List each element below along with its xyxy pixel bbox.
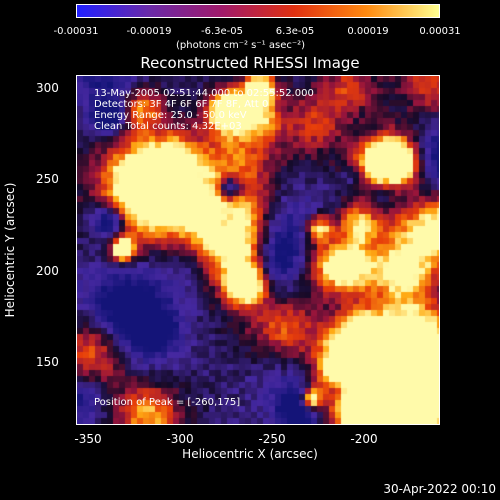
y-tick: 200 (36, 264, 59, 278)
energy-range: Energy Range: 25.0 - 50.0 keV (94, 110, 247, 121)
x-tick: -250 (258, 432, 286, 446)
colorbar (76, 4, 440, 18)
colorbar-tick: -6.3e-05 (201, 26, 243, 37)
plot-date: 30-Apr-2022 00:10 (383, 482, 496, 496)
y-axis-label: Heliocentric Y (arcsec) (3, 182, 17, 318)
x-tick: -300 (166, 432, 194, 446)
clean-counts: Clean Total counts: 4.32E+03 (94, 121, 242, 132)
colorbar-tick: 0.00019 (347, 26, 389, 37)
colorbar-units: (photons cm⁻² s⁻¹ asec⁻²) (176, 40, 306, 51)
colorbar-tick: 0.00031 (419, 26, 461, 37)
colorbar-tick: -0.00031 (53, 26, 99, 37)
peak-position: Position of Peak = [-260,175] (94, 397, 241, 408)
observation-info: 13-May-2005 02:51:44.000 to 02:55:52.000… (94, 88, 314, 132)
y-tick: 300 (36, 81, 59, 95)
colorbar-tick: 6.3e-05 (275, 26, 315, 37)
detectors: Detectors: 3F 4F 6F 6F 7F 8F, Att 0 (94, 99, 269, 110)
x-tick: -350 (74, 432, 102, 446)
image-title: Reconstructed RHESSI Image (140, 54, 360, 72)
x-tick: -200 (350, 432, 378, 446)
colorbar-tick: -0.00019 (126, 26, 172, 37)
time-range: 13-May-2005 02:51:44.000 to 02:55:52.000 (94, 88, 314, 99)
y-tick: 150 (36, 355, 59, 369)
heatmap-image (77, 76, 439, 424)
x-axis-label: Heliocentric X (arcsec) (182, 447, 318, 461)
image-panel (76, 75, 440, 425)
y-tick: 250 (36, 172, 59, 186)
